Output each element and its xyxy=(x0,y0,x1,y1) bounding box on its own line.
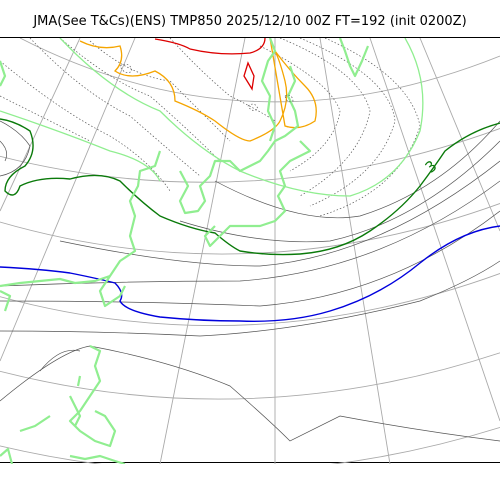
latitude-line xyxy=(0,352,500,400)
latitude-line xyxy=(19,38,500,103)
isotherm-dotted-lines xyxy=(0,38,421,217)
latitude-line xyxy=(0,273,500,326)
coastline-top-left xyxy=(0,60,7,87)
longitude-line xyxy=(0,38,136,362)
longitude-line xyxy=(419,38,500,232)
coastline-sakhalin xyxy=(260,38,277,142)
map-panel: 3 xyxy=(0,37,500,464)
isotherm-thin-lines xyxy=(0,120,500,442)
coastlines xyxy=(0,38,370,464)
longitude-line xyxy=(159,38,246,464)
temperature-map: 3 xyxy=(0,38,500,464)
coastline-south-3 xyxy=(19,415,51,433)
contour-label: 3 xyxy=(422,157,441,177)
coastline-south-2 xyxy=(69,395,82,427)
coastline-hokkaido xyxy=(178,65,300,215)
coastline-west xyxy=(0,290,12,312)
lat-lon-grid xyxy=(0,38,500,464)
coastline-south-4 xyxy=(69,454,126,464)
coastline-south-5 xyxy=(0,447,14,464)
isotherm-blue-line xyxy=(0,225,500,322)
isotherm-green-line xyxy=(0,118,500,256)
latitude-line xyxy=(0,426,500,464)
coastline-korea xyxy=(98,150,162,308)
coastline-south-1 xyxy=(68,345,117,448)
coastline-south-6 xyxy=(76,375,82,387)
longitude-line xyxy=(369,38,500,422)
small-contour-features xyxy=(119,64,294,111)
latitude-line xyxy=(0,203,500,255)
coastline-honshu xyxy=(203,140,312,248)
latitude-line xyxy=(0,128,500,183)
map-title: JMA(See T&Cs)(ENS) TMP850 2025/12/10 00Z… xyxy=(33,14,467,29)
coastline-top-islands xyxy=(338,38,370,78)
coastline-china xyxy=(0,274,111,288)
longitude-line xyxy=(319,38,391,464)
isotherm-orange-line xyxy=(79,38,317,142)
isotherm-red-lines xyxy=(154,38,266,91)
